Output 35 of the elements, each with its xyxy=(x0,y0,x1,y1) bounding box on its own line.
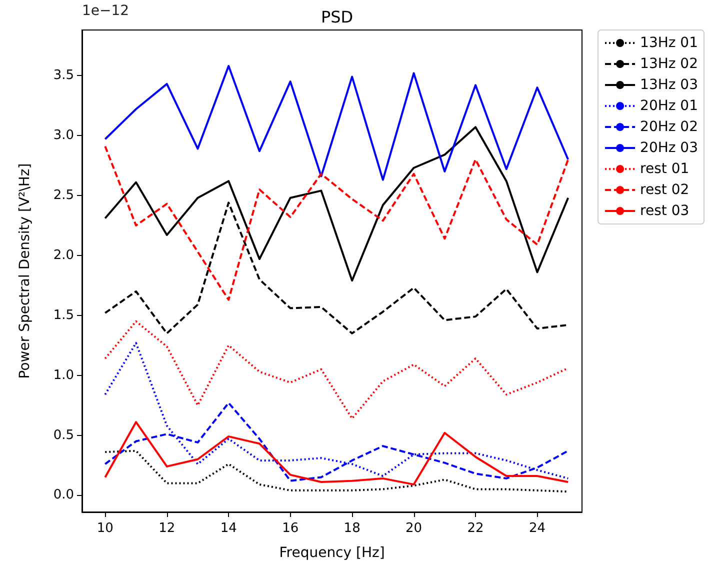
chart-title: PSD xyxy=(320,8,354,26)
x-tick-label: 14 xyxy=(220,521,237,536)
legend-label: rest 01 xyxy=(640,161,690,177)
line-series xyxy=(104,450,570,493)
legend-label: 20Hz 02 xyxy=(640,119,698,135)
x-tick-label: 22 xyxy=(467,521,484,536)
y-tick-label: 2.5 xyxy=(53,188,74,203)
legend-label: 20Hz 01 xyxy=(640,98,698,114)
x-tick-label: 10 xyxy=(96,521,114,536)
y-tick-label: 2.0 xyxy=(53,248,74,263)
x-tick-label: 20 xyxy=(406,521,422,536)
line-series xyxy=(104,126,570,282)
legend-label: 13Hz 02 xyxy=(640,56,698,72)
legend-label: rest 02 xyxy=(640,182,690,198)
line-series xyxy=(104,342,570,480)
line-series xyxy=(104,145,570,301)
y-axis-title: Power Spectral Density [V²\Hz] xyxy=(17,163,33,379)
x-tick-label: 16 xyxy=(282,521,299,536)
x-tick-label: 18 xyxy=(344,521,360,536)
legend-label: 20Hz 03 xyxy=(640,140,698,156)
legend-label: 13Hz 03 xyxy=(640,77,698,93)
y-tick-label: 1.5 xyxy=(53,308,74,323)
line-series xyxy=(104,64,570,181)
x-tick-label: 24 xyxy=(528,521,546,536)
y-tick-label: 0.0 xyxy=(53,488,74,503)
y-tick-label: 3.0 xyxy=(53,128,74,144)
y-tick-label: 1.0 xyxy=(53,368,74,383)
text: 1e−12 xyxy=(82,3,130,19)
x-axis-title: Frequency [Hz] xyxy=(279,545,385,561)
legend-label: 13Hz 01 xyxy=(640,35,698,51)
y-tick-label: 3.5 xyxy=(53,68,74,84)
legend-label: rest 03 xyxy=(640,203,690,219)
y-tick-label: 0.5 xyxy=(53,428,74,443)
x-tick-label: 12 xyxy=(158,521,176,536)
line-series xyxy=(104,421,570,486)
